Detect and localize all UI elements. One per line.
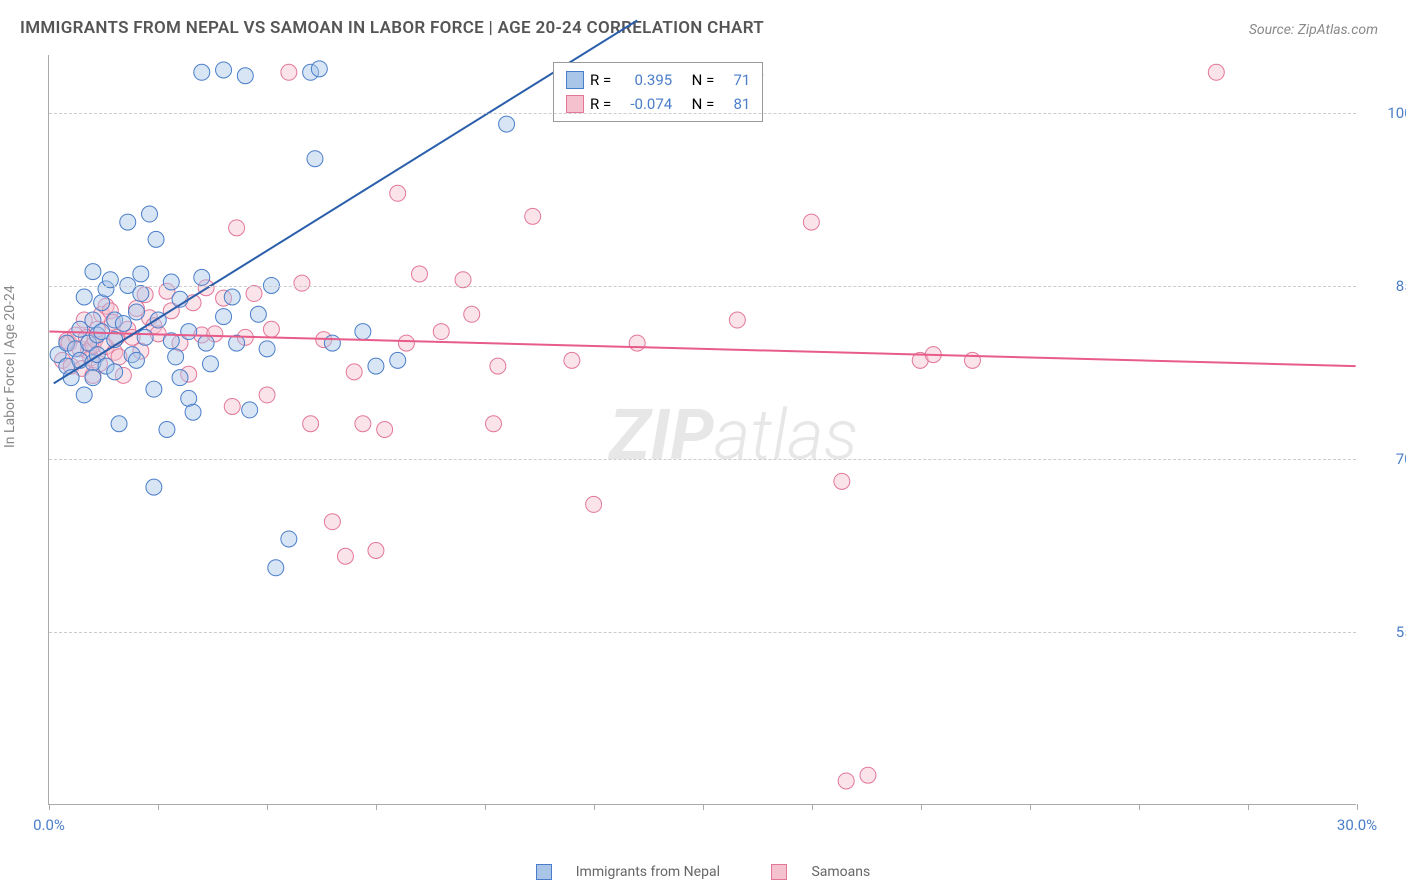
plot-area: R = 0.395 N = 71 R = -0.074 N = 81 ZIPat…: [48, 55, 1356, 805]
n-label-a: N =: [692, 68, 715, 92]
chart-title: IMMIGRANTS FROM NEPAL VS SAMOAN IN LABOR…: [20, 18, 764, 38]
legend-item-a: Immigrants from Nepal: [524, 864, 732, 880]
swatch-b: [566, 95, 584, 113]
plot-svg: [49, 55, 1356, 804]
r-label-a: R =: [590, 68, 611, 92]
legend-swatch-a: [536, 864, 552, 880]
x-tick-label: 30.0%: [1337, 816, 1377, 834]
y-tick-label: 100.0%: [1366, 104, 1406, 122]
swatch-a: [566, 71, 584, 89]
correlation-chart: IMMIGRANTS FROM NEPAL VS SAMOAN IN LABOR…: [0, 0, 1406, 892]
r-val-a: 0.395: [617, 68, 672, 92]
stats-row-a: R = 0.395 N = 71: [566, 68, 750, 92]
y-tick-label: 70.0%: [1366, 450, 1406, 468]
y-tick-label: 55.0%: [1366, 623, 1406, 641]
y-tick-label: 85.0%: [1366, 277, 1406, 295]
legend-swatch-b: [771, 864, 787, 880]
y-axis-label: In Labor Force | Age 20-24: [2, 285, 18, 448]
legend-label-b: Samoans: [811, 864, 870, 880]
n-val-a: 71: [720, 68, 750, 92]
series-legend: Immigrants from Nepal Samoans: [0, 864, 1406, 884]
chart-source: Source: ZipAtlas.com: [1249, 22, 1378, 38]
x-tick-label: 0.0%: [33, 816, 65, 834]
legend-label-a: Immigrants from Nepal: [576, 864, 720, 880]
legend-item-b: Samoans: [759, 864, 882, 880]
